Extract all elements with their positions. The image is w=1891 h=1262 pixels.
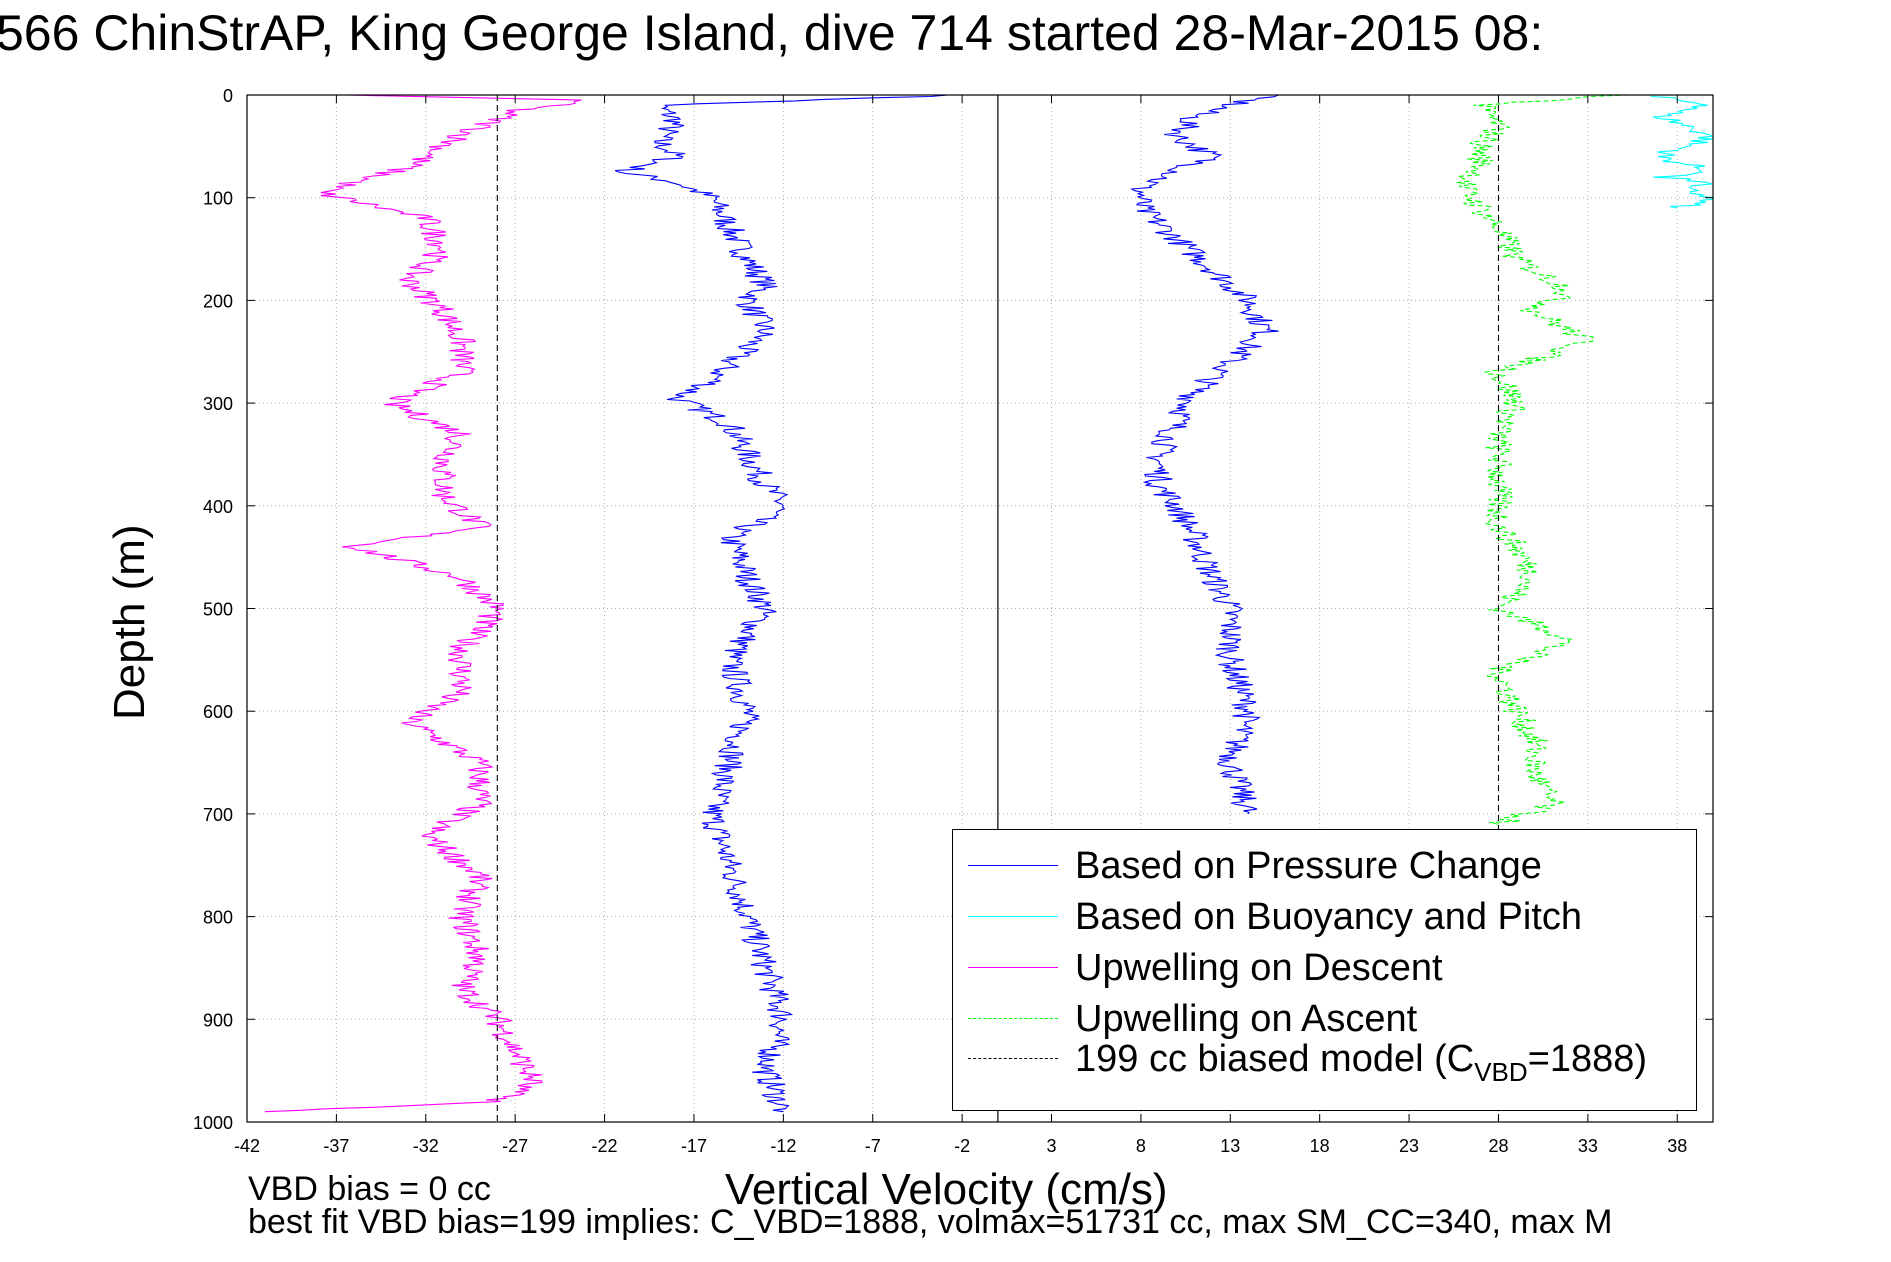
y-tick-label: 300 — [203, 394, 233, 414]
x-tick-label: -27 — [502, 1136, 528, 1156]
vbd-bias-note: VBD bias = 0 cc — [248, 1170, 491, 1208]
y-tick-label: 100 — [203, 189, 233, 209]
x-tick-label: -12 — [770, 1136, 796, 1156]
y-tick-label: 400 — [203, 497, 233, 517]
x-tick-label: -7 — [865, 1136, 881, 1156]
series-line-upwelling-on-ascent-4 — [1456, 94, 1629, 825]
x-tick-label: -17 — [681, 1136, 707, 1156]
x-tick-label: 28 — [1488, 1136, 1508, 1156]
legend-entry-pressure: Based on Pressure Change — [968, 841, 1688, 891]
x-tick-label: -42 — [234, 1136, 260, 1156]
legend-label-model-main: 199 cc biased model (C — [1075, 1038, 1475, 1080]
y-tick-label: 200 — [203, 291, 233, 311]
x-tick-label: -22 — [592, 1136, 618, 1156]
x-tick-label: 8 — [1136, 1136, 1146, 1156]
legend-entry-descent: Upwelling on Descent — [968, 943, 1688, 993]
y-tick-label: 0 — [223, 86, 233, 106]
legend-label-model-sub: VBD — [1474, 1057, 1528, 1087]
legend-entry-buoyancy: Based on Buoyancy and Pitch — [968, 892, 1688, 942]
legend-label-descent: Upwelling on Descent — [1075, 947, 1443, 989]
legend-label-buoyancy: Based on Buoyancy and Pitch — [1075, 896, 1583, 938]
y-tick-label: 800 — [203, 908, 233, 928]
legend-entry-model: 199 cc biased model (CVBD=1888) — [968, 1034, 1688, 1085]
x-tick-label: -2 — [954, 1136, 970, 1156]
legend-label-pressure: Based on Pressure Change — [1075, 845, 1542, 887]
y-tick-label: 600 — [203, 702, 233, 722]
best-fit-note: best fit VBD bias=199 implies: C_VBD=188… — [248, 1203, 1613, 1241]
legend: Based on Pressure Change Based on Buoyan… — [952, 829, 1697, 1111]
chart-title: 566 ChinStrAP, King George Island, dive … — [0, 5, 1544, 61]
series-line-based-on-pressure-change-1 — [1130, 94, 1279, 815]
y-tick-label: 700 — [203, 805, 233, 825]
legend-label-model-tail: =1888) — [1527, 1038, 1648, 1080]
y-tick-label: 900 — [203, 1010, 233, 1030]
x-tick-label: 38 — [1667, 1136, 1687, 1156]
legend-line-pressure — [968, 865, 1058, 866]
y-axis-label: Depth (m) — [105, 524, 154, 720]
x-tick-label: -32 — [413, 1136, 439, 1156]
x-tick-label: 3 — [1047, 1136, 1057, 1156]
y-tick-label: 1000 — [193, 1113, 233, 1133]
legend-label-model: 199 cc biased model (CVBD=1888) — [1075, 1040, 1647, 1085]
legend-entry-ascent: Upwelling on Ascent — [968, 994, 1688, 1044]
series-line-based-on-buoyancy-and-pitch-2 — [1649, 94, 1714, 209]
axes — [246, 94, 1714, 1123]
x-tick-label: 13 — [1220, 1136, 1240, 1156]
x-tick-label: 23 — [1399, 1136, 1419, 1156]
legend-label-ascent: Upwelling on Ascent — [1075, 998, 1418, 1040]
x-tick-label: 18 — [1310, 1136, 1330, 1156]
x-tick-label: -37 — [323, 1136, 349, 1156]
x-tick-label: 33 — [1578, 1136, 1598, 1156]
x-tick-labels: -42 -37 -32 -27 -22 -17 -12 -7 -2 3 8 13 18 23 28 33 38 — [234, 1136, 1687, 1156]
series-line-based-on-pressure-change-0 — [614, 94, 948, 1113]
series-line-upwelling-on-descent-3 — [264, 94, 582, 1113]
x-axis-label: Vertical Velocity (cm/s) — [725, 1165, 1168, 1214]
legend-line-ascent — [968, 1018, 1058, 1019]
y-tick-label: 500 — [203, 600, 233, 620]
legend-line-model — [968, 1058, 1058, 1059]
legend-line-buoyancy — [968, 916, 1058, 917]
y-tick-labels: 0 100 200 300 400 500 600 700 800 900 1000 — [193, 86, 233, 1133]
legend-line-descent — [968, 967, 1058, 968]
